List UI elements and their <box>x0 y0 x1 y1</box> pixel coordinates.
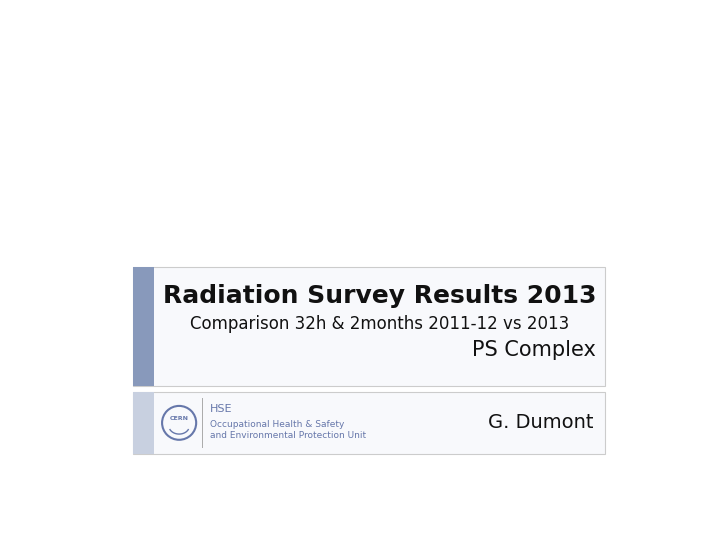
Text: G. Dumont: G. Dumont <box>488 413 594 433</box>
Text: Comparison 32h & 2months 2011-12 vs 2013: Comparison 32h & 2months 2011-12 vs 2013 <box>190 315 570 333</box>
Text: Occupational Health & Safety: Occupational Health & Safety <box>210 420 344 429</box>
Text: PS Complex: PS Complex <box>472 340 596 360</box>
Text: CERN: CERN <box>170 416 189 422</box>
FancyBboxPatch shape <box>132 392 154 454</box>
Text: and Environmental Protection Unit: and Environmental Protection Unit <box>210 431 366 441</box>
Text: Radiation Survey Results 2013: Radiation Survey Results 2013 <box>163 284 597 308</box>
Text: HSE: HSE <box>210 404 233 414</box>
FancyBboxPatch shape <box>132 392 606 454</box>
FancyBboxPatch shape <box>132 267 154 386</box>
FancyBboxPatch shape <box>132 267 606 386</box>
